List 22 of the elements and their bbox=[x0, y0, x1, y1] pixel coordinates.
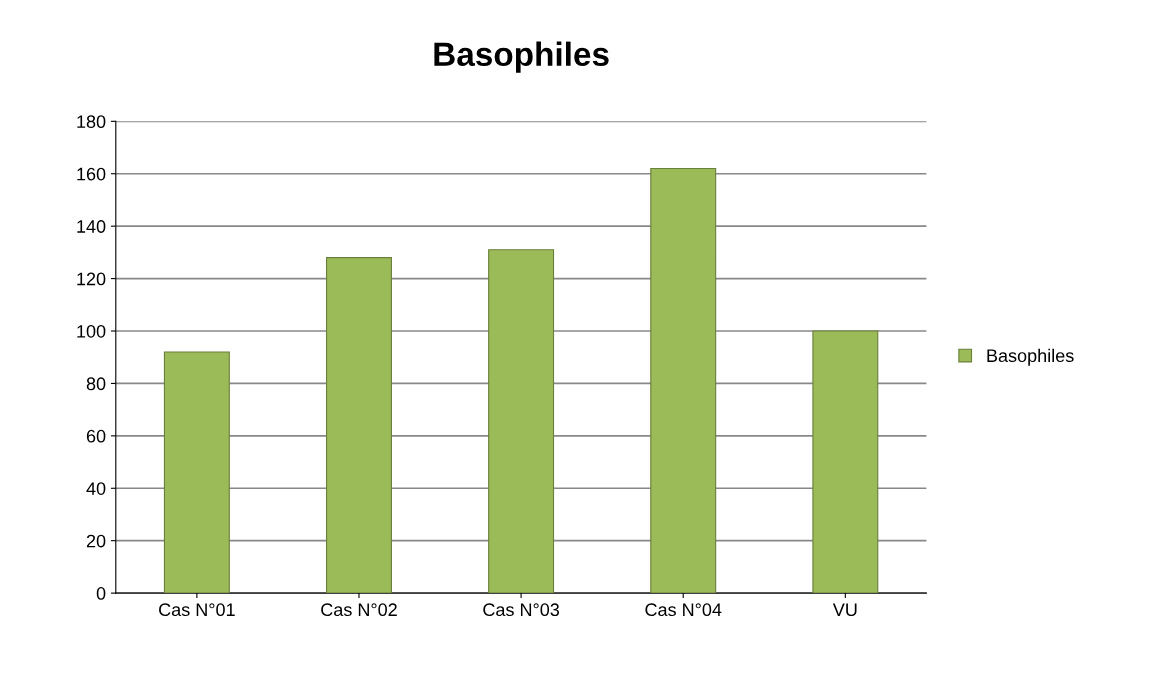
bar bbox=[812, 330, 879, 594]
x-tick-label: Cas N°02 bbox=[321, 603, 397, 617]
legend-label: Basophiles bbox=[987, 348, 1074, 366]
x-tick-label: Cas N°04 bbox=[645, 603, 722, 617]
y-tick-label: 100 bbox=[77, 324, 106, 338]
y-tick-label: 140 bbox=[77, 220, 106, 233]
bar bbox=[650, 167, 717, 594]
bar bbox=[163, 351, 230, 594]
bar bbox=[488, 249, 555, 594]
y-tick-label: 40 bbox=[86, 482, 106, 495]
y-tick-label: 180 bbox=[77, 115, 106, 129]
x-tick-label: VU bbox=[832, 603, 857, 617]
chart-title: Basophiles bbox=[434, 41, 609, 73]
y-tick-label: 0 bbox=[96, 587, 106, 600]
y-tick-label: 80 bbox=[86, 377, 106, 391]
y-tick-label: 160 bbox=[77, 167, 106, 181]
x-tick-label: Cas N°01 bbox=[159, 603, 235, 617]
y-tick-label: 60 bbox=[86, 429, 106, 443]
y-tick-label: 20 bbox=[86, 534, 106, 548]
bar bbox=[326, 257, 392, 594]
y-tick-label: 120 bbox=[77, 272, 106, 286]
x-tick-label: Cas N°03 bbox=[483, 603, 560, 617]
